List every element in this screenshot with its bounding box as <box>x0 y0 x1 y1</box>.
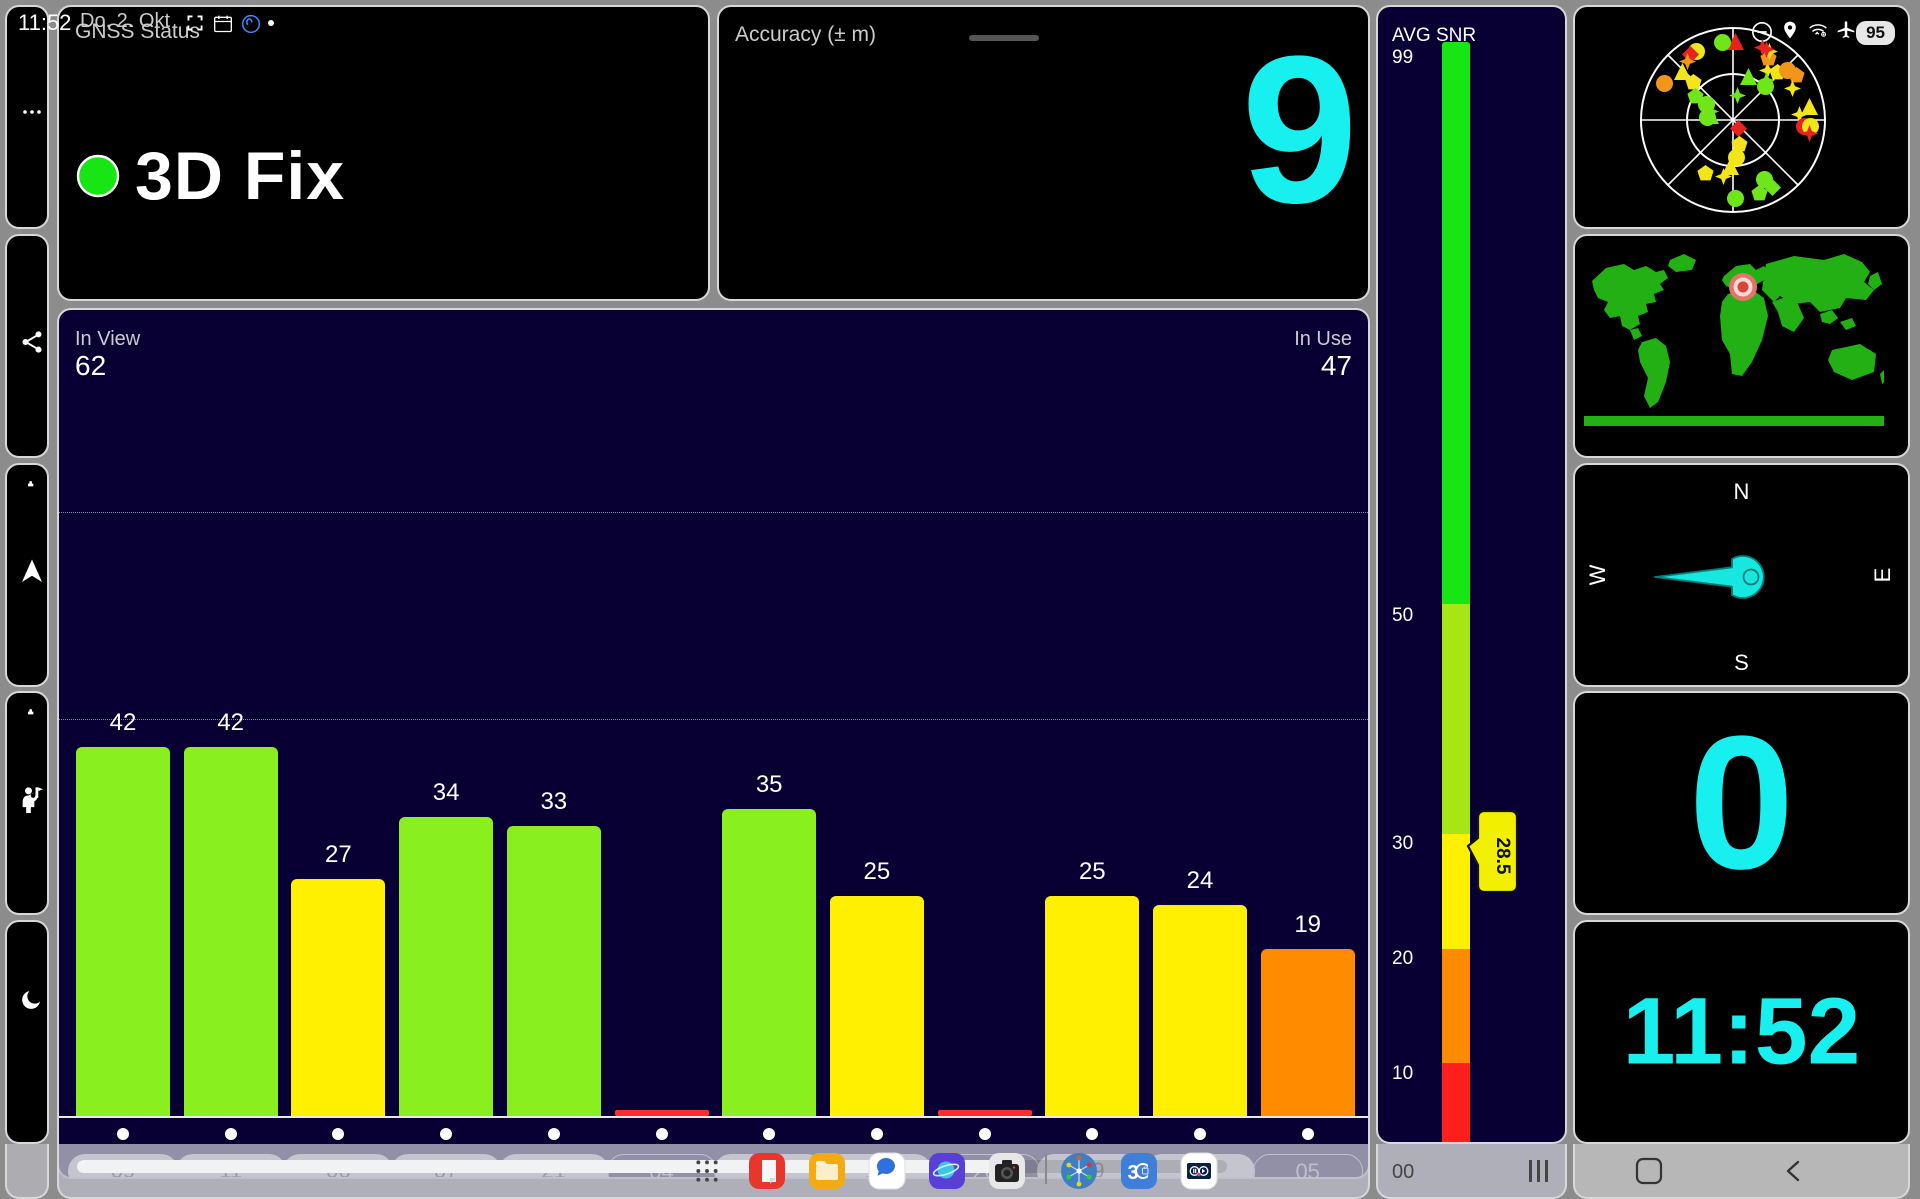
svg-text:28.5: 28.5 <box>1492 838 1513 875</box>
